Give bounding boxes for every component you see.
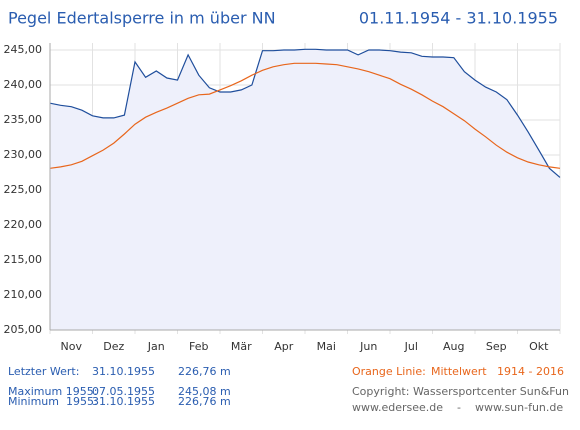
legend-period: 1914 - 2016 [497,365,564,378]
x-tick-label: Sep [486,340,507,353]
chart-subtitle: 01.11.1954 - 31.10.1955 [359,9,558,28]
x-tick-label: Okt [529,340,549,353]
area [50,49,560,331]
x-tick-label: Dez [103,340,124,353]
x-tick-label: Mär [231,340,252,353]
x-tick-label: Aug [443,340,464,353]
stat-label: Minimum 1955: [8,395,98,408]
x-tick-label: Feb [189,340,208,353]
y-tick-label: 210,00 [4,288,43,301]
legend-label: Orange Linie: [352,365,426,378]
stat-date: 31.10.1955 [92,395,155,408]
y-tick-label: 235,00 [4,113,43,126]
legend-entry: Mittelwert [431,365,487,378]
x-tick-label: Apr [274,340,294,353]
stat-value: 226,76 m [178,365,231,378]
x-tick-label: Jan [147,340,165,353]
x-tick-label: Mai [317,340,336,353]
y-tick-label: 240,00 [4,78,43,91]
links: www.edersee.de - www.sun-fun.de [352,401,563,414]
y-tick-label: 230,00 [4,148,43,161]
stats: Letzter Wert: 31.10.1955 226,76 m Maximum 1… [8,365,231,408]
stat-label: Maximum 1955: [8,385,97,398]
stat-date: 07.05.1955 [92,385,155,398]
stat-value: 226,76 m [178,395,231,408]
x-tick-label: Jul [404,340,418,353]
y-tick-label: 245,00 [4,43,43,56]
chart-title: Pegel Edertalsperre in m über NN [8,9,276,28]
x-tick-label: Jun [359,340,377,353]
copyright: Copyright: Wassersportcenter Sun&Fun [352,385,569,398]
y-tick-label: 225,00 [4,183,43,196]
line [49,62,561,169]
stat-value: 245,08 m [178,385,231,398]
y-tick-label: 205,00 [4,323,43,336]
stat-date: 31.10.1955 [92,365,155,378]
y-tick-label: 215,00 [4,253,43,266]
stat-label: Letzter Wert: [8,365,79,378]
x-tick-label: Nov [61,340,83,353]
y-tick-label: 220,00 [4,218,43,231]
line [49,48,561,178]
